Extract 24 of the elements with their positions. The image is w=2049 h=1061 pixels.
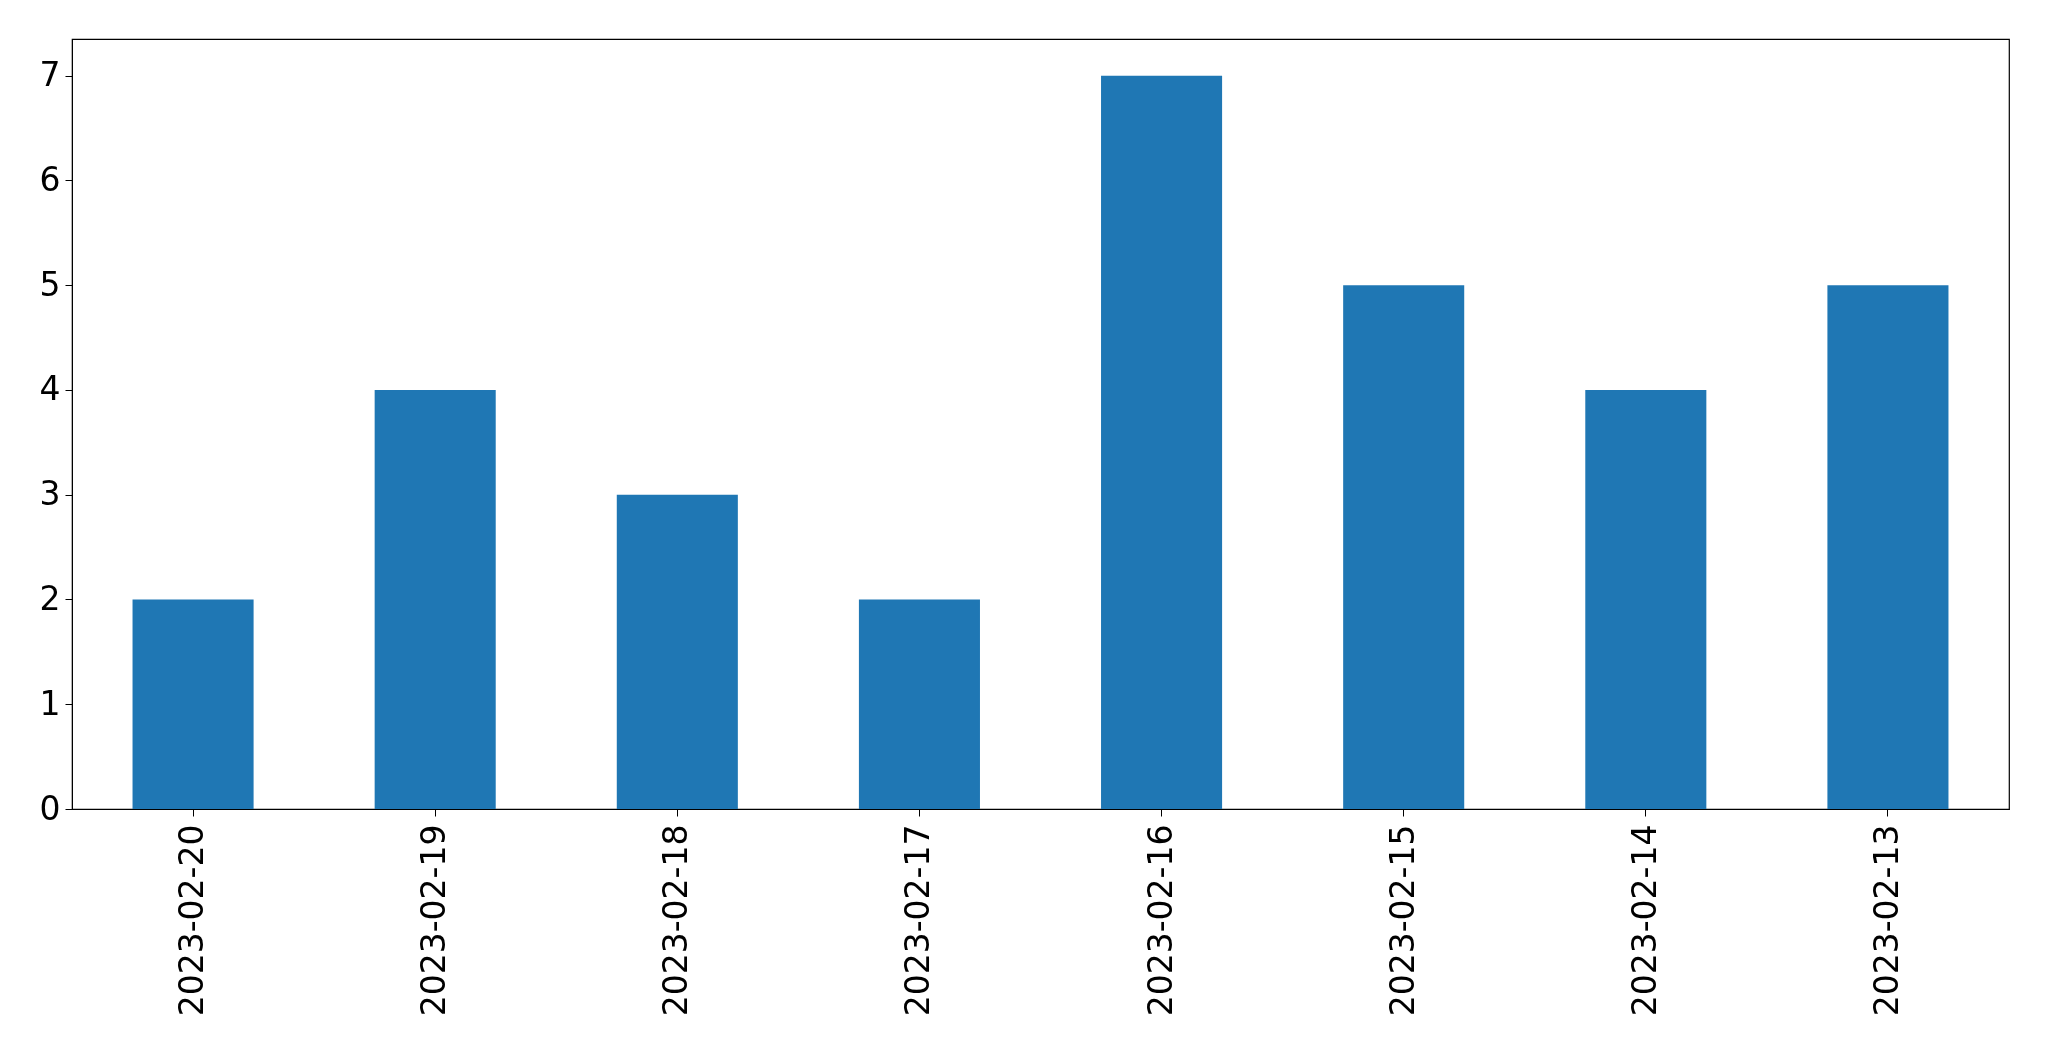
bar [374,389,496,809]
bar [1585,389,1707,809]
x-tick-label: 2023-02-18 [656,824,696,1017]
y-tick-label: 6 [39,159,61,199]
bar [1343,285,1465,809]
y-tick-label: 3 [39,474,61,514]
bar [616,494,738,809]
bar [1101,75,1223,809]
y-tick-label: 2 [39,578,61,618]
y-tick-label: 4 [39,369,61,409]
y-tick-label: 0 [39,788,61,828]
x-tick-label: 2023-02-19 [414,824,454,1017]
x-tick-label: 2023-02-16 [1140,824,1180,1017]
x-tick-label: 2023-02-14 [1624,824,1664,1017]
bar [858,599,980,809]
x-tick-label: 2023-02-17 [898,824,938,1017]
y-tick-label: 7 [39,55,61,95]
y-tick-label: 5 [39,264,61,304]
x-tick-label: 2023-02-15 [1382,824,1422,1017]
y-tick-label: 1 [39,683,61,723]
x-tick-label: 2023-02-13 [1866,824,1906,1017]
x-tick-label: 2023-02-20 [172,824,212,1017]
bar [132,599,254,809]
bar [1827,285,1949,809]
